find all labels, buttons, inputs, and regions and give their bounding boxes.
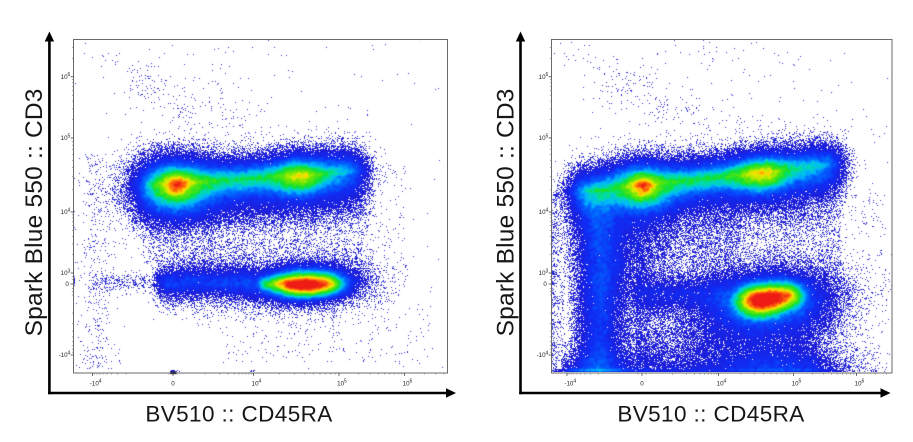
svg-text:103: 103 (539, 268, 549, 277)
svg-text:0: 0 (640, 381, 644, 388)
svg-text:-104: -104 (59, 350, 71, 359)
svg-text:106: 106 (855, 379, 865, 388)
svg-text:BV510 :: CD45RA: BV510 :: CD45RA (617, 401, 804, 426)
svg-text:0: 0 (543, 281, 547, 288)
svg-text:103: 103 (61, 268, 71, 277)
svg-text:105: 105 (61, 133, 71, 142)
svg-text:105: 105 (539, 133, 549, 142)
svg-text:-104: -104 (564, 379, 576, 388)
svg-text:104: 104 (539, 207, 549, 216)
svg-text:BV510 :: CD45RA: BV510 :: CD45RA (145, 401, 332, 426)
svg-text:106: 106 (61, 72, 71, 81)
svg-text:0: 0 (65, 281, 69, 288)
svg-text:106: 106 (539, 72, 549, 81)
svg-text:105: 105 (337, 379, 347, 388)
svg-text:105: 105 (792, 379, 802, 388)
svg-text:-104: -104 (537, 350, 549, 359)
svg-text:104: 104 (717, 379, 727, 388)
svg-text:106: 106 (403, 379, 413, 388)
svg-text:Spark Blue 550 :: CD3: Spark Blue 550 :: CD3 (492, 88, 519, 336)
svg-text:-104: -104 (90, 379, 102, 388)
svg-text:104: 104 (61, 207, 71, 216)
svg-text:104: 104 (252, 379, 262, 388)
svg-text:Spark Blue 550 :: CD3: Spark Blue 550 :: CD3 (21, 88, 48, 336)
svg-text:0: 0 (171, 381, 175, 388)
